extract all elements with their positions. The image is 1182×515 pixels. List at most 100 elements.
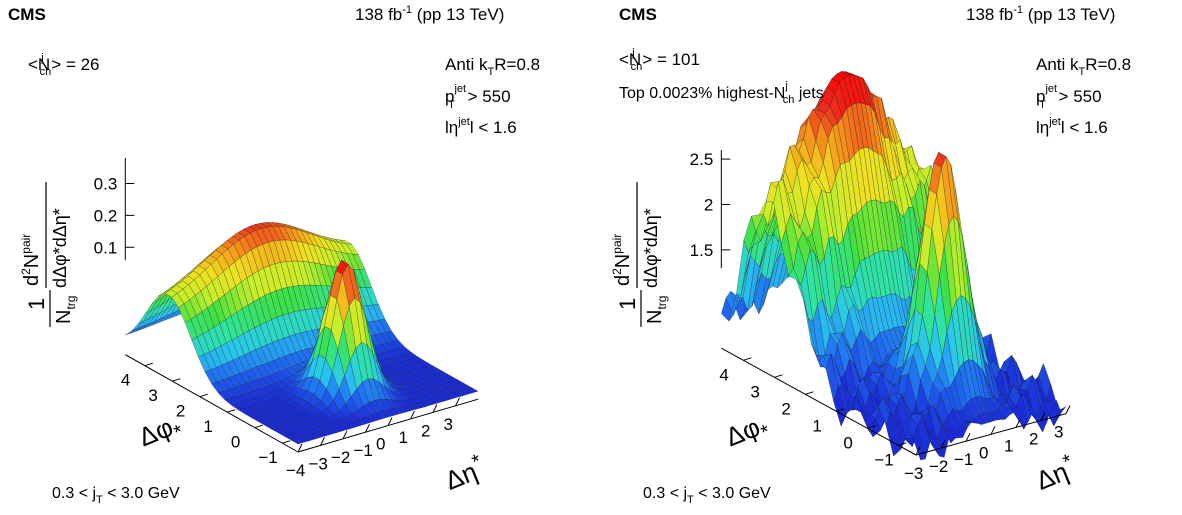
jet-algorithm-label: Anti kTR=0.8	[445, 55, 540, 78]
eta-axis-title: Δη*	[439, 450, 488, 496]
phi-axis-title: Δφ*	[721, 409, 773, 457]
eta-tick-label: 0	[376, 435, 385, 454]
eta-tick-label: −2	[929, 457, 948, 476]
phi-tick-label: 3	[750, 382, 759, 401]
jt-range-label: 0.3 < jT < 3.0 GeV	[52, 485, 180, 506]
eta-tick	[1040, 412, 1046, 421]
eta-tick-label: −3	[309, 454, 328, 473]
eta-tick-label: 2	[1029, 430, 1038, 449]
phi-tick-label: 0	[231, 433, 240, 452]
phi-tick	[898, 442, 907, 446]
phi-tick-label: 1	[812, 416, 821, 435]
eta-cut-label: lηjetl < 1.6	[445, 116, 517, 137]
eta-tick-label: 2	[421, 421, 430, 440]
z-ntrg: Ntrg	[53, 296, 78, 324]
phi-tick-label: 4	[121, 371, 130, 390]
eta-tick	[965, 432, 971, 442]
surface-mesh	[125, 222, 479, 445]
experiment-label: CMS	[619, 5, 657, 24]
eta-axis-title: Δη*	[1030, 450, 1079, 496]
selection-note: Top 0.0023% highest-Nj ch jets	[619, 80, 824, 106]
eta-tick	[410, 410, 415, 420]
z-axis-title: 1 Ntrg d2Npair dΔφ*dΔη*	[610, 182, 669, 327]
jt-range-label: 0.3 < jT < 3.0 GeV	[643, 485, 771, 506]
surface-mesh	[721, 71, 1067, 461]
z-numerator: d2Npair	[610, 234, 634, 286]
right-panel: −1 0 1 2 3 4 −3 −2 −1 0 1 2 3 1.5 2 2.5 CMS 138 fb-1 (p…	[591, 0, 1182, 515]
jet-algorithm-label: Anti kTR=0.8	[1036, 55, 1131, 78]
z-numerator: d2Npair	[19, 234, 43, 286]
left-panel: −1 0 1 2 3 4 −4 −3 −2 −1 0 1 2 3 0.1 0.2 0.3 CMS 138 fb-…	[8, 4, 540, 506]
phi-tick-label: 1	[203, 417, 212, 436]
eta-tick	[342, 430, 348, 440]
eta-tick-label: 3	[1054, 423, 1063, 442]
eta-cut-label: lηjetl < 1.6	[1036, 116, 1108, 137]
phi-tick-label: 2	[781, 399, 790, 418]
eta-tick-label: 1	[1004, 436, 1013, 455]
z-prefactor: 1	[24, 298, 49, 310]
z-tick-label: 0.1	[94, 238, 118, 257]
z-tick-label: 2	[704, 195, 713, 214]
eta-tick-label: −4	[286, 461, 305, 480]
eta-tick	[320, 437, 325, 446]
eta-tick-label: 3	[444, 415, 453, 434]
phi-tick	[836, 408, 845, 412]
eta-tick	[940, 439, 946, 449]
z-tick-label: 1.5	[690, 241, 714, 260]
eta-tick-label: −2	[331, 448, 350, 467]
eta-tick	[1065, 405, 1071, 414]
phi-tick	[867, 425, 876, 429]
surface-cell	[125, 328, 138, 336]
eta-tick	[455, 397, 460, 407]
z-axis-title: 1 Ntrg d2Npair dΔφ*dΔη*	[19, 182, 78, 327]
phi-tick	[805, 391, 814, 395]
experiment-label: CMS	[8, 5, 46, 24]
eta-tick-label: 1	[399, 428, 408, 447]
z-tick-label: 2.5	[690, 150, 714, 169]
phi-tick	[743, 357, 752, 361]
phi-tick-label: 0	[843, 433, 852, 452]
pt-cut-label: pjet T > 550	[445, 83, 511, 111]
z-denominator: dΔφ*dΔη*	[641, 208, 661, 288]
nch-label: <Nj ch> = 101	[619, 47, 700, 73]
phi-tick	[254, 424, 263, 429]
z-tick-label: 0.3	[94, 175, 118, 194]
phi-tick-label: 3	[148, 386, 157, 405]
phi-tick	[282, 440, 291, 444]
z-prefactor: 1	[615, 298, 640, 310]
phi-axis-line	[721, 347, 917, 456]
z-tick-label: 0.2	[94, 206, 118, 225]
surface-cell	[465, 387, 479, 394]
eta-tick-label: −1	[354, 441, 373, 460]
surface-cell	[1053, 406, 1067, 426]
nch-label: <Nj ch> = 26	[28, 52, 100, 78]
phi-tick-label: 4	[719, 365, 728, 384]
z-denominator: dΔφ*dΔη*	[50, 208, 70, 288]
luminosity-label: 138 fb-1 (pp 13 TeV)	[966, 4, 1115, 24]
phi-tick	[144, 362, 153, 367]
phi-tick-label: 2	[176, 402, 185, 421]
eta-tick-label: −1	[954, 450, 973, 469]
phi-tick	[199, 393, 208, 398]
phi-tick	[774, 374, 783, 378]
eta-tick	[432, 404, 438, 413]
phi-axis-line	[125, 354, 299, 453]
eta-tick	[387, 417, 393, 426]
eta-tick	[365, 423, 370, 433]
pt-cut-label: pjet T > 550	[1036, 83, 1102, 111]
eta-tick	[990, 426, 996, 435]
phi-tick	[227, 409, 236, 413]
luminosity-label: 138 fb-1 (pp 13 TeV)	[355, 4, 504, 24]
z-ntrg: Ntrg	[644, 296, 669, 324]
phi-tick-label: −1	[874, 450, 893, 469]
eta-tick-label: 0	[979, 443, 988, 462]
eta-tick	[1015, 419, 1021, 428]
eta-tick-label: −3	[904, 464, 923, 483]
phi-tick-label: −1	[258, 448, 277, 467]
eta-tick	[297, 443, 303, 453]
eta-tick	[915, 446, 921, 456]
